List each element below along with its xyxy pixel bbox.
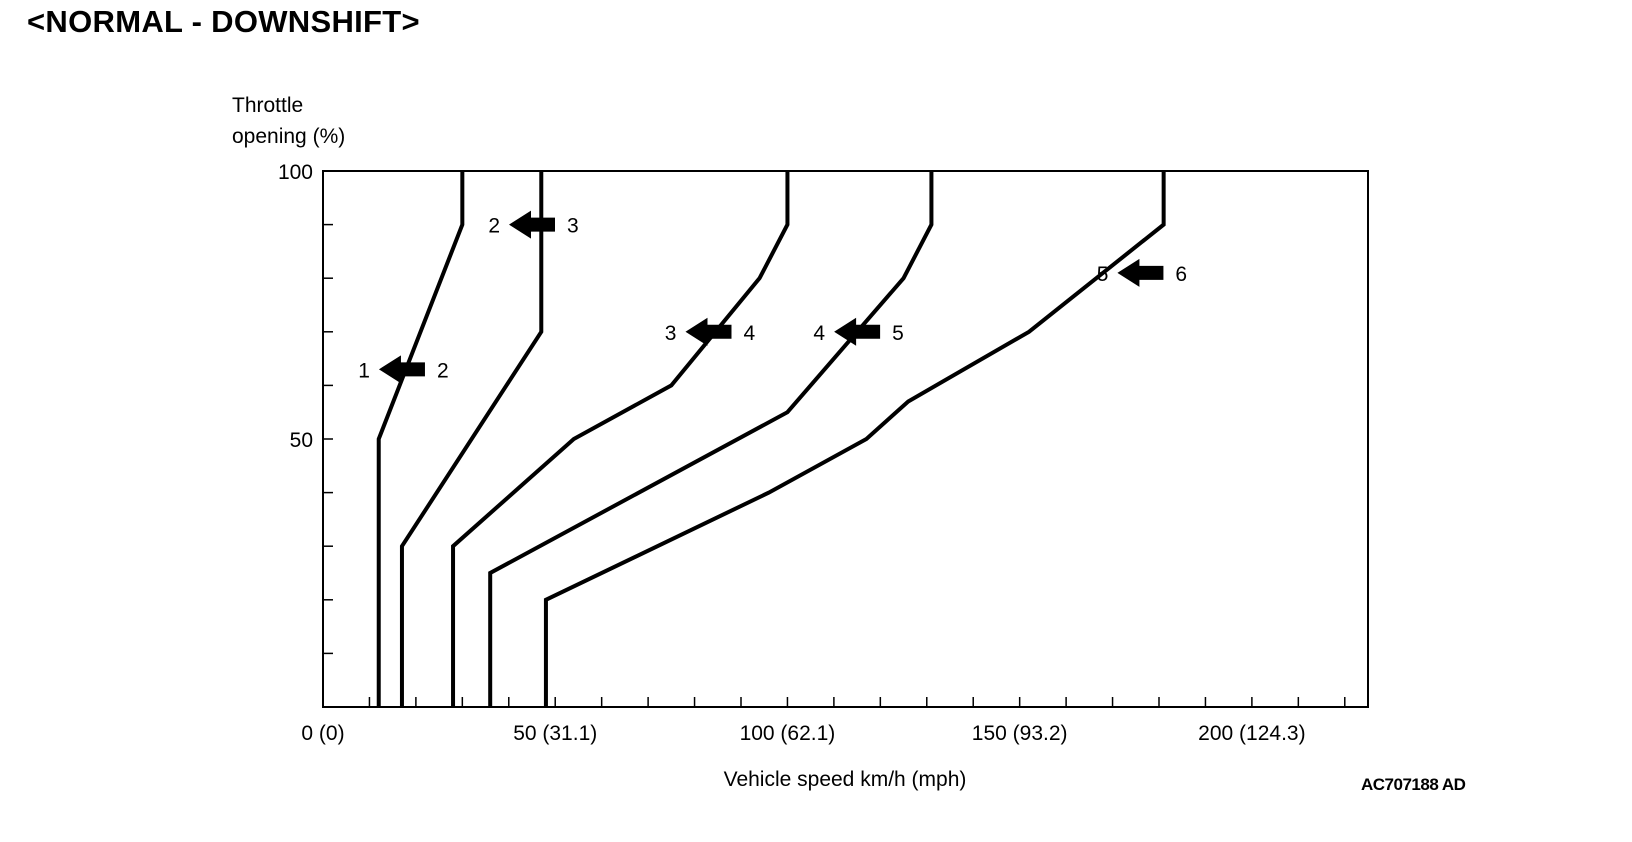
- y-tick-label: 50: [290, 429, 313, 452]
- arrow-left-icon: [834, 317, 881, 346]
- x-tick-label: 150 (93.2): [972, 722, 1068, 745]
- gear-label-lower: 3: [665, 322, 677, 345]
- x-tick-label: 200 (124.3): [1198, 722, 1305, 745]
- arrow-left-icon: [1117, 258, 1164, 287]
- page-title: <NORMAL - DOWNSHIFT>: [27, 4, 420, 39]
- y-tick-label: 100: [278, 161, 313, 184]
- gear-label-lower: 2: [488, 215, 500, 238]
- gear-label-lower: 4: [813, 322, 825, 345]
- arrow-left-icon: [378, 355, 425, 384]
- shift-line-3-to-2: [399, 171, 544, 707]
- y-tick-labels: 50 100: [278, 161, 313, 452]
- gear-label-lower: 1: [358, 359, 370, 382]
- figure-code: AC707188 AD: [1361, 775, 1466, 794]
- arrow-left-icon: [685, 317, 732, 346]
- x-tick-labels: 0 (0) 50 (31.1) 100 (62.1) 150 (93.2) 200 (1…: [301, 722, 1305, 745]
- gear-label-upper: 5: [892, 322, 904, 345]
- gear-label-upper: 3: [567, 215, 579, 238]
- x-tick-label: 100 (62.1): [740, 722, 836, 745]
- gear-label-upper: 4: [743, 322, 755, 345]
- shift-line-5-to-4: [488, 171, 934, 707]
- arrow-left-icon: [509, 210, 555, 239]
- y-axis-label-line-2: opening (%): [232, 125, 345, 148]
- shift-line-4-to-3: [451, 171, 790, 707]
- plot-frame: [322, 170, 1369, 708]
- shift-line-6-to-5: [543, 171, 1166, 707]
- gear-label-upper: 2: [437, 359, 449, 382]
- y-axis-label-line-1: Throttle: [232, 94, 303, 117]
- shift-line-2-to-1: [376, 171, 465, 707]
- shift-lines: [376, 171, 1166, 707]
- gear-label-upper: 6: [1175, 263, 1187, 286]
- x-tick-label: 50 (31.1): [513, 722, 597, 745]
- x-tick-label: 0 (0): [301, 722, 344, 745]
- x-axis-label: Vehicle speed km/h (mph): [724, 768, 967, 791]
- shift-markers: 1 22 33 4 4 55 6: [358, 210, 1187, 384]
- minor-ticks: [323, 223, 1346, 707]
- gear-label-lower: 5: [1097, 263, 1109, 286]
